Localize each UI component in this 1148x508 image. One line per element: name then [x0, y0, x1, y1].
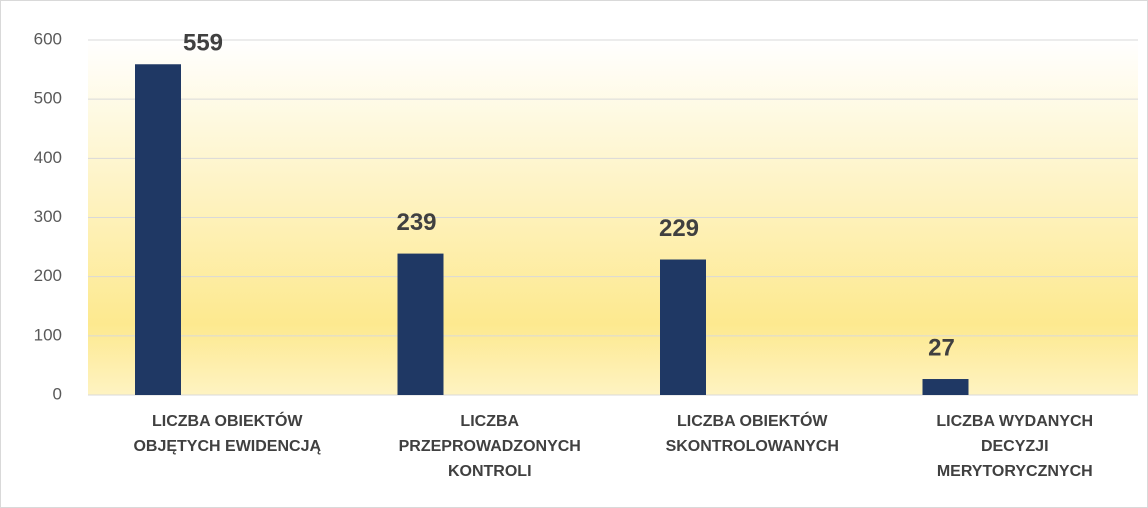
data-label: 27 — [928, 334, 955, 361]
x-tick-label: DECYZJI — [981, 438, 1049, 455]
data-label: 239 — [396, 209, 436, 236]
bar — [660, 259, 706, 395]
data-label: 229 — [659, 215, 699, 242]
bar — [922, 379, 969, 395]
y-tick-label: 100 — [34, 325, 62, 344]
x-tick-label: KONTROLI — [448, 463, 532, 480]
data-label: 559 — [183, 29, 223, 56]
x-tick-label: OBJĘTYCH EWIDENCJĄ — [133, 438, 321, 455]
y-tick-label: 200 — [34, 266, 62, 285]
bar — [397, 253, 444, 395]
y-tick-label: 600 — [34, 29, 62, 48]
x-tick-label: LICZBA OBIEKTÓW — [677, 411, 828, 430]
x-tick-label: LICZBA OBIEKTÓW — [152, 411, 303, 430]
bar — [135, 64, 181, 395]
x-tick-label: SKONTROLOWANYCH — [666, 438, 839, 455]
x-tick-label: LICZBA — [460, 413, 519, 430]
x-tick-label: PRZEPROWADZONYCH — [399, 438, 581, 455]
y-tick-label: 300 — [34, 207, 62, 226]
x-tick-label: LICZBA WYDANYCH — [936, 413, 1093, 430]
y-tick-label: 500 — [34, 89, 62, 108]
y-tick-label: 400 — [34, 148, 62, 167]
x-tick-label: MERYTORYCZNYCH — [937, 463, 1093, 480]
y-tick-label: 0 — [53, 384, 62, 403]
